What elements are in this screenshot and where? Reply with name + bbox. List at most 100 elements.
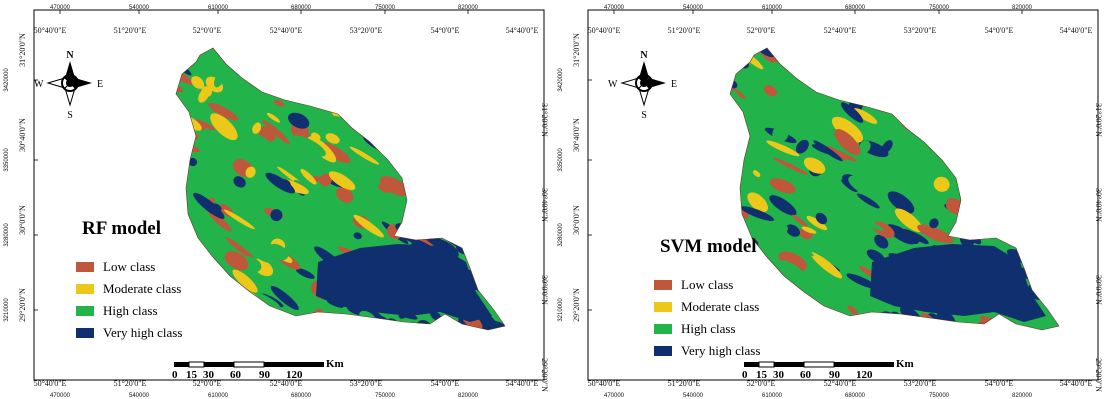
compass-rose: N S E W — [34, 50, 103, 121]
utm-x-label-bottom: 680000 — [845, 393, 866, 399]
lon-label-bottom: 54°40'0"E — [506, 379, 539, 388]
utm-y-label: 3210000 — [4, 298, 10, 322]
svg-text:90: 90 — [259, 369, 271, 381]
compass-n: N — [640, 50, 648, 61]
lon-label-bottom: 53°20'0"E — [350, 379, 383, 388]
legend: Low class Moderate class High class Very… — [654, 274, 760, 362]
legend-item-very-high: Very high class — [654, 340, 760, 362]
lon-label-bottom: 50°40'0"E — [34, 379, 67, 388]
lon-label-bottom: 54°40'0"E — [1060, 379, 1093, 388]
lat-label-left: 30°40'0"N — [18, 118, 27, 152]
legend-item-high: High class — [654, 318, 760, 340]
scale-bar: Km 0 15 30 60 90 120 — [742, 358, 914, 381]
lon-label-bottom: 52°0'0"E — [193, 379, 222, 388]
utm-x-label-top: 750000 — [375, 5, 396, 11]
susceptibility-zones — [729, 47, 1060, 331]
lat-label-right: 30°40'0"N — [540, 188, 549, 222]
lon-label-top: 52°40'0"E — [270, 26, 303, 35]
legend-item-low: Low class — [76, 256, 182, 278]
lon-label-top: 52°40'0"E — [824, 26, 857, 35]
svg-text:60: 60 — [230, 369, 242, 381]
legend-item-very-high: Very high class — [76, 322, 182, 344]
lon-label-top: 54°40'0"E — [1060, 26, 1093, 35]
lon-label-top: 54°0'0"E — [431, 26, 460, 35]
lon-label-top: 53°20'0"E — [350, 26, 383, 35]
lon-label-bottom: 50°40'0"E — [588, 379, 621, 388]
svm-map-panel: 470000 470000 540000 540000 610000 610000 6800… — [554, 0, 1108, 399]
utm-x-label-top: 680000 — [845, 5, 866, 11]
lat-label-right: 31°20'0"N — [1094, 103, 1103, 137]
lat-label-left: 30°40'0"N — [572, 118, 581, 152]
lon-label-top: 54°40'0"E — [506, 26, 539, 35]
utm-x-label-bottom: 610000 — [208, 393, 229, 399]
svg-text:30: 30 — [203, 369, 215, 381]
utm-y-label: 3280000 — [558, 223, 564, 247]
utm-x-label-top: 610000 — [762, 5, 783, 11]
utm-x-label-bottom: 680000 — [291, 393, 312, 399]
utm-y-label: 3350000 — [558, 148, 564, 172]
svg-text:15: 15 — [756, 369, 768, 381]
lon-label-bottom: 54°0'0"E — [985, 379, 1014, 388]
utm-x-label-top: 750000 — [929, 5, 950, 11]
lat-label-left: 30°0'0"N — [18, 205, 27, 235]
compass-e: E — [671, 79, 677, 90]
compass-rose: N S E W — [608, 50, 677, 121]
lon-label-bottom: 52°0'0"E — [747, 379, 776, 388]
compass-w: W — [608, 79, 618, 90]
lat-label-right: 31°20'0"N — [540, 103, 549, 137]
utm-x-label-top: 540000 — [683, 5, 704, 11]
lat-label-right: 30°0'0"N — [540, 275, 549, 305]
utm-y-label: 3210000 — [558, 298, 564, 322]
lon-label-bottom: 51°20'0"E — [114, 379, 147, 388]
utm-x-label-bottom: 470000 — [604, 393, 625, 399]
utm-x-label-bottom: 610000 — [762, 393, 783, 399]
lon-label-bottom: 53°20'0"E — [904, 379, 937, 388]
compass-s: S — [67, 110, 73, 121]
svg-text:90: 90 — [829, 369, 841, 381]
lon-label-top: 52°0'0"E — [747, 26, 776, 35]
utm-x-label-top: 470000 — [50, 5, 71, 11]
svg-text:Km: Km — [326, 358, 344, 370]
legend: Low class Moderate class High class Very… — [76, 256, 182, 344]
lat-label-left: 31°20'0"N — [572, 33, 581, 67]
utm-x-label-top: 820000 — [458, 5, 479, 11]
lon-label-top: 52°0'0"E — [193, 26, 222, 35]
utm-x-label-bottom: 750000 — [375, 393, 396, 399]
rf-map-panel: 470000 470000 540000 540000 610000 610000 6800… — [4, 5, 549, 399]
lat-label-left: 30°0'0"N — [572, 205, 581, 235]
lon-label-top: 50°40'0"E — [34, 26, 67, 35]
compass-n: N — [66, 50, 74, 61]
lat-label-right: 30°0'0"N — [1094, 275, 1103, 305]
utm-x-label-bottom: 540000 — [129, 393, 150, 399]
utm-x-label-top: 820000 — [1012, 5, 1033, 11]
map-frame — [587, 9, 1099, 381]
utm-x-label-top: 470000 — [604, 5, 625, 11]
legend-item-high: High class — [76, 300, 182, 322]
lat-label-right: 29°20'0"N — [540, 358, 549, 392]
svg-text:60: 60 — [800, 369, 812, 381]
map-frame — [33, 9, 545, 381]
utm-y-label: 3420000 — [4, 68, 10, 92]
lat-label-left: 29°20'0"N — [572, 288, 581, 322]
svm-map-svg: 470000 470000 540000 540000 610000 610000 6800… — [558, 5, 1103, 399]
lat-label-right: 29°20'0"N — [1094, 358, 1103, 392]
svg-text:15: 15 — [186, 369, 198, 381]
utm-x-label-bottom: 820000 — [458, 393, 479, 399]
utm-y-label: 3280000 — [4, 223, 10, 247]
svg-text:Km: Km — [896, 358, 914, 370]
svg-text:0: 0 — [172, 369, 178, 381]
svg-text:120: 120 — [286, 369, 303, 381]
utm-x-label-bottom: 540000 — [683, 393, 704, 399]
lat-label-left: 31°20'0"N — [18, 33, 27, 67]
lon-label-top: 50°40'0"E — [588, 26, 621, 35]
legend-item-moderate: Moderate class — [76, 278, 182, 300]
lon-label-top: 54°0'0"E — [985, 26, 1014, 35]
lon-label-bottom: 51°20'0"E — [668, 379, 701, 388]
utm-x-label-bottom: 750000 — [929, 393, 950, 399]
model-title: RF model — [82, 218, 161, 239]
legend-item-low: Low class — [654, 274, 760, 296]
susceptibility-zones — [175, 47, 506, 331]
model-title: SVM model — [660, 236, 757, 257]
utm-x-label-top: 680000 — [291, 5, 312, 11]
lat-label-right: 30°40'0"N — [1094, 188, 1103, 222]
